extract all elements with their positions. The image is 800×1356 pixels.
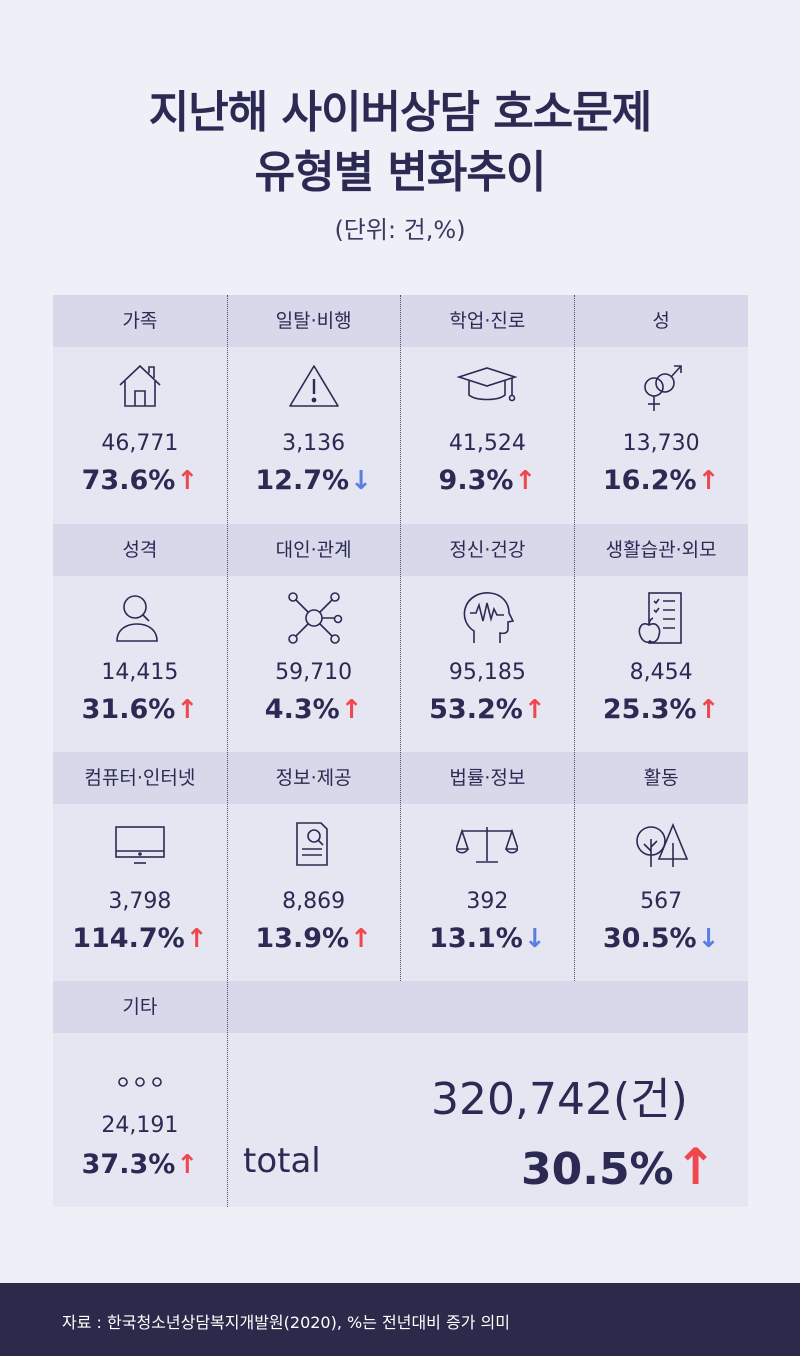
percent-change: 4.3%↑ [227,694,401,725]
source-text: 자료 : 한국청소년상담복지개발원(2020), %는 전년대비 증가 의미 [62,1313,510,1332]
body-band-row4 [53,1033,748,1207]
brain-head-icon [401,589,575,651]
percent-text: 16.2% [602,465,697,496]
arrow-up-icon: ↑ [176,466,199,496]
page-title-line1: 지난해 사이버상담 호소문제 [148,87,652,138]
percent-text: 12.7% [255,465,350,496]
percent-text: 114.7% [72,923,185,954]
category-label: 기타 [122,996,158,1018]
column-divider [227,295,228,1207]
percent-text: 30.5% [602,923,697,954]
category-label: 가족 [122,310,158,332]
category-label: 성격 [122,539,158,561]
header-band-row4 [53,981,748,1033]
category-label: 활동 [643,767,679,789]
percent-change: 16.2%↑ [574,465,748,496]
percent-change: 114.7%↑ [53,923,227,954]
arrow-up-icon: ↑ [176,695,199,725]
percent-change: 73.6%↑ [53,465,227,496]
total-count: 320,742(건) [431,1074,688,1125]
count-value: 95,185 [448,660,526,685]
count-value: 24,191 [101,1113,179,1138]
unit-label: (단위: 건,%) [334,216,466,244]
arrow-down-icon: ↓ [350,466,372,496]
percent-change: 30.5%↓ [574,923,748,954]
source-footer: 자료 : 한국청소년상담복지개발원(2020), %는 전년대비 증가 의미 [0,1283,800,1356]
column-divider [574,295,575,981]
percent-text: 9.3% [438,465,514,496]
arrow-up-icon: ↑ [697,695,720,725]
category-label: 일탈·비행 [275,310,352,332]
scales-icon [401,825,575,869]
percent-text: 53.2% [429,694,523,725]
checklist-apple-icon [574,591,748,651]
arrow-down-icon: ↓ [523,924,546,954]
arrow-up-icon: ↑ [523,695,546,725]
arrow-up-icon: ↑ [350,924,372,954]
person-search-icon [53,591,227,649]
arrow-up-icon: ↑ [514,466,537,496]
arrow-up-icon: ↑ [176,1150,199,1180]
percent-text: 13.9% [255,923,350,954]
trees-icon [574,821,748,873]
count-value: 8,454 [629,660,693,685]
house-icon [53,361,227,413]
arrow-up-icon: ↑ [185,924,208,954]
percent-change: 12.7%↓ [227,465,401,496]
percent-change: 25.3%↑ [574,694,748,725]
percent-text: 4.3% [264,694,340,725]
category-label: 학업·진로 [449,310,526,332]
count-value: 8,869 [282,889,346,914]
percent-text: 25.3% [602,694,697,725]
arrow-up-icon: ↑ [674,1138,717,1196]
percent-text: 13.1% [429,923,523,954]
count-value: 46,771 [101,431,179,456]
percent-change: 37.3%↑ [53,1149,227,1180]
count-value: 14,415 [101,660,179,685]
count-value: 3,136 [282,431,346,456]
count-value: 3,798 [108,889,172,914]
category-label: 법률·정보 [449,767,526,789]
warning-icon [227,363,401,413]
network-icon [227,589,401,651]
gender-icon [574,361,748,419]
percent-change: 13.9%↑ [227,923,401,954]
percent-change: 13.1%↓ [401,923,575,954]
percent-text: 31.6% [81,694,176,725]
percent-text: 37.3% [81,1149,176,1180]
column-divider [400,295,401,981]
arrow-up-icon: ↑ [340,695,363,725]
count-value: 567 [640,889,683,914]
arrow-down-icon: ↓ [697,924,720,954]
total-label: total [243,1141,321,1181]
category-label: 성 [652,310,670,332]
document-search-icon [227,821,401,873]
category-label: 대인·관계 [275,539,352,561]
graduation-cap-icon [401,365,575,413]
percent-change: 53.2%↑ [401,694,575,725]
percent-change: 31.6%↑ [53,694,227,725]
count-value: 59,710 [275,660,353,685]
total-percent-text: 30.5% [521,1144,674,1195]
category-label: 컴퓨터·인터넷 [84,767,196,789]
count-value: 41,524 [448,431,526,456]
dots-icon [53,1073,227,1092]
page-title-line2: 유형별 변화추이 [254,147,547,198]
category-label: 정보·제공 [275,767,352,789]
total-percent: 30.5%↑ [521,1138,717,1196]
percent-text: 73.6% [81,465,176,496]
category-label: 생활습관·외모 [605,539,717,561]
category-label: 정신·건강 [449,539,526,561]
monitor-icon [53,825,227,869]
arrow-up-icon: ↑ [697,466,720,496]
count-value: 13,730 [622,431,700,456]
count-value: 392 [466,889,509,914]
percent-change: 9.3%↑ [401,465,575,496]
